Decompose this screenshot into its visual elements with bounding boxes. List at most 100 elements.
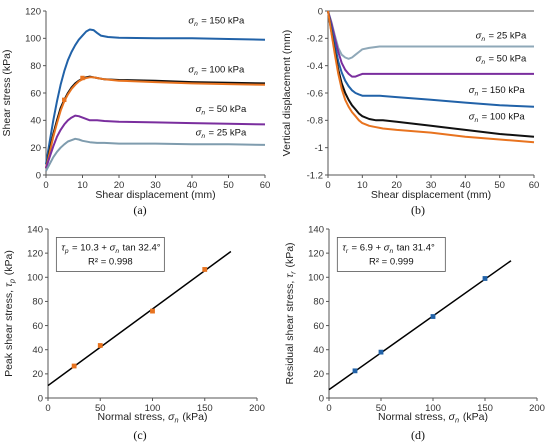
x-tick-label: 200 — [529, 403, 545, 414]
y-tick-label: 40 — [32, 345, 43, 356]
x-tick-label: 0 — [325, 180, 330, 191]
y-tick-label: 0 — [319, 393, 324, 404]
panel-label: (c) — [133, 428, 146, 442]
x-tick-label: 150 — [197, 403, 213, 414]
series-line-1 — [327, 10, 534, 78]
x-tick-label: 60 — [260, 180, 271, 191]
y-tick-label: 40 — [30, 116, 41, 127]
curve-label: σn = 50 kPa — [196, 104, 247, 117]
x-tick-label: 40 — [460, 180, 471, 191]
series-line-4 — [327, 10, 535, 144]
y-tick-label: 0 — [36, 170, 41, 181]
curve-label: σn = 25 kPa — [196, 127, 247, 140]
series-line-3 — [45, 114, 266, 169]
panel-label: (d) — [411, 428, 425, 442]
y-tick-label: 140 — [308, 224, 324, 235]
x-tick-label: 20 — [391, 180, 402, 191]
data-point — [71, 363, 77, 369]
fit-line — [328, 260, 512, 391]
curve-label: σn = 150 kPa — [469, 85, 526, 98]
peak-marker — [62, 97, 67, 103]
y-tick-label: 80 — [32, 297, 43, 308]
peak-marker — [80, 75, 85, 81]
y-tick-label: -1.2 — [307, 170, 323, 181]
curve-label: σn = 100 kPa — [188, 65, 245, 78]
x-tick-label: 100 — [145, 403, 161, 414]
y-tick-label: -0.6 — [307, 88, 323, 99]
x-axis-label: Shear displacement (mm) — [95, 189, 215, 201]
panel-label: (b) — [411, 203, 425, 217]
x-tick-label: 100 — [425, 403, 441, 414]
y-tick-label: 0 — [318, 6, 323, 17]
r2-text: R² = 0.999 — [369, 256, 414, 267]
y-tick-label: 20 — [30, 143, 41, 154]
y-tick-label: 100 — [308, 273, 324, 284]
fit-line — [47, 250, 232, 387]
y-tick-label: 60 — [30, 88, 41, 99]
x-tick-label: 50 — [95, 403, 106, 414]
equation-text: τp = 10.3 + σn tan 32.4° — [61, 242, 160, 255]
equation-text: τr = 6.9 + σn tan 31.4° — [342, 242, 435, 255]
data-point — [202, 267, 208, 272]
data-point — [482, 276, 488, 281]
x-tick-label: 60 — [529, 180, 540, 191]
series-line-0 — [45, 28, 266, 165]
x-tick-label: 30 — [426, 180, 437, 191]
data-point — [150, 308, 155, 314]
y-tick-label: 0 — [38, 393, 43, 404]
curve-label: σn = 150 kPa — [188, 15, 245, 28]
y-tick-label: 100 — [27, 273, 43, 284]
equation-box — [336, 237, 446, 272]
y-tick-label: 80 — [313, 297, 324, 308]
panel-label: (a) — [133, 203, 146, 217]
x-tick-label: 50 — [376, 403, 387, 414]
r2-text: R² = 0.998 — [88, 256, 133, 267]
y-tick-label: 120 — [25, 6, 41, 17]
x-tick-label: 0 — [45, 403, 50, 414]
data-point — [97, 343, 103, 348]
chart-a: 0 10 20 30 40 50 60 0 20 40 60 80 100 120 Shear displa… — [1, 6, 270, 217]
x-axis-label: Shear displacement (mm) — [371, 189, 491, 201]
y-tick-label: 120 — [27, 248, 43, 259]
y-tick-label: -0.4 — [307, 61, 323, 72]
x-tick-label: 10 — [357, 180, 368, 191]
x-axis-label: Normal stress, σn (kPa) — [98, 411, 208, 425]
y-tick-label: 20 — [32, 369, 43, 380]
y-axis-label: Vertical displacement (mm) — [281, 30, 293, 157]
series-line-4 — [45, 137, 266, 172]
x-tick-label: 0 — [326, 403, 331, 414]
y-tick-label: -1 — [315, 143, 323, 154]
y-tick-label: -0.2 — [307, 34, 323, 45]
y-tick-label: 120 — [308, 248, 324, 259]
y-tick-label: 40 — [313, 345, 324, 356]
series-line-2 — [327, 10, 535, 108]
curve-label: σn = 25 kPa — [476, 30, 527, 43]
data-point — [430, 314, 436, 319]
x-tick-label: 50 — [494, 180, 505, 191]
x-axis-label: Normal stress, σn (kPa) — [378, 411, 488, 425]
y-tick-label: 60 — [32, 321, 43, 332]
y-axis-label: Peak shear stress, τp (kPa) — [3, 250, 17, 377]
x-tick-label: 30 — [150, 180, 161, 191]
y-axis-label: Residual shear stress, τr (kPa) — [284, 242, 298, 384]
y-tick-label: 100 — [25, 34, 41, 45]
x-tick-label: 40 — [187, 180, 198, 191]
y-axis-label: Shear stress (kPa) — [1, 50, 13, 137]
y-tick-label: 20 — [313, 369, 324, 380]
y-tick-label: -0.8 — [307, 116, 323, 127]
curve-label: σn = 100 kPa — [469, 112, 526, 125]
y-tick-label: 140 — [27, 224, 43, 235]
x-tick-label: 0 — [43, 180, 48, 191]
y-tick-label: 60 — [313, 321, 324, 332]
x-tick-label: 50 — [223, 180, 234, 191]
equation-box — [55, 237, 165, 272]
chart-c: 0 50 100 150 200 0 20 40 60 80 100 120 140 Normal str… — [3, 224, 265, 442]
curve-label: σn = 50 kPa — [476, 54, 527, 67]
x-tick-label: 150 — [477, 403, 493, 414]
data-point — [352, 368, 358, 374]
chart-d: 0 50 100 150 200 0 20 40 60 80 100 120 140 Normal str… — [284, 224, 545, 442]
data-point — [378, 349, 384, 355]
x-tick-label: 200 — [249, 403, 265, 414]
chart-b: 0 10 20 30 40 50 60 0 -0.2 -0.4 -0.6 -0.8 -1 -1.2 Shea… — [281, 6, 539, 217]
